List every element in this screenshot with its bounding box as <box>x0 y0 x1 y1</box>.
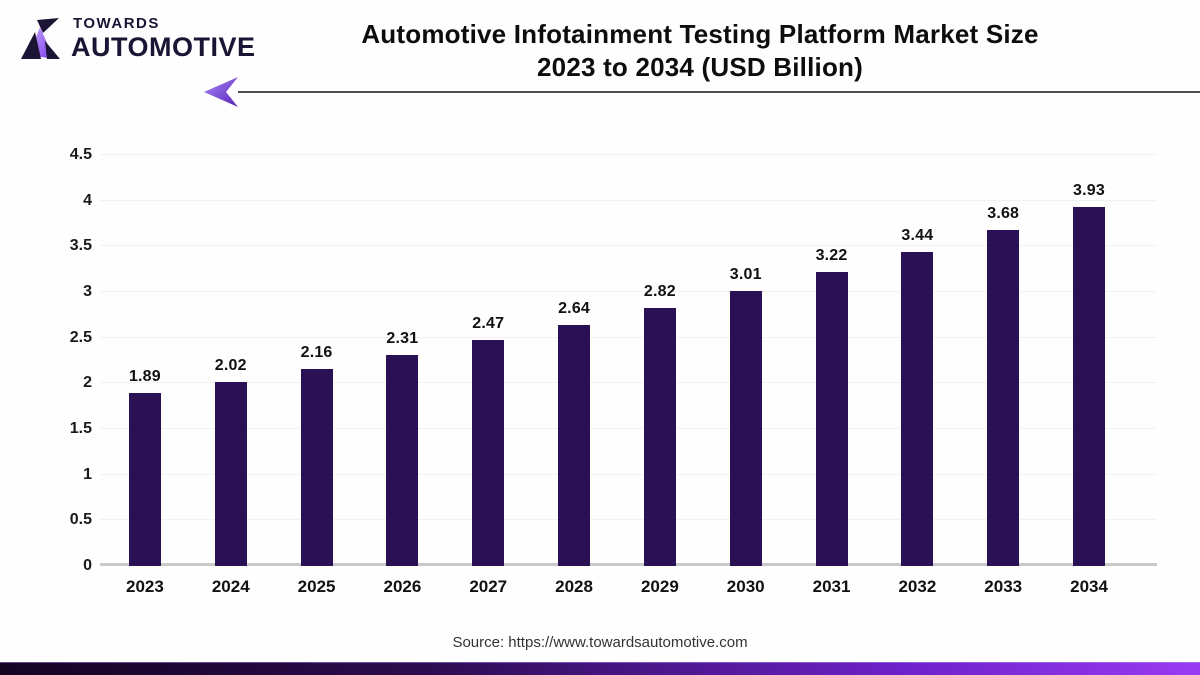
x-tick-label: 2030 <box>726 577 765 596</box>
chart-title-line-1: Automotive Infotainment Testing Platform… <box>361 19 1039 49</box>
x-axis: 2023 2024 2025 2026 2027 2028 2029 2030 2031 2032… <box>102 577 1132 597</box>
bar-value-label: 2.64 <box>558 299 591 317</box>
logo-automotive-text: AUTOMOTIVE <box>71 32 256 62</box>
footer-gradient-bar <box>0 662 1200 675</box>
y-tick-label: 3 <box>83 283 92 300</box>
gridline <box>100 199 1157 201</box>
bar-value-label: 3.22 <box>815 246 848 264</box>
bar-group-2030: 3.01 <box>703 155 789 566</box>
y-tick-label: 3.5 <box>69 237 92 255</box>
bar <box>901 251 934 566</box>
y-axis: 0 0.5 1 1.5 2 2.5 3 3.5 4 4.5 <box>38 146 92 574</box>
bar-value-label: 2.31 <box>386 330 419 348</box>
bar-value-label: 2.16 <box>300 343 333 361</box>
bar-group-2024: 2.02 <box>188 155 274 566</box>
y-tick-label: 4.5 <box>69 146 92 163</box>
bar <box>643 308 676 566</box>
bar <box>1073 207 1106 566</box>
towards-automotive-logo: TOWARDS AUTOMOTIVE <box>20 16 256 61</box>
logo-a-mark-icon <box>21 18 60 59</box>
chart-title: Automotive Infotainment Testing Platform… <box>210 18 1190 84</box>
y-tick-label: 1.5 <box>69 420 92 437</box>
bar-group-2034: 3.93 <box>1046 155 1132 566</box>
bar-value-label: 3.01 <box>729 266 762 284</box>
bar <box>558 324 591 566</box>
bar <box>128 393 161 566</box>
bar-value-label: 3.68 <box>987 204 1020 222</box>
x-axis-baseline <box>100 563 1157 566</box>
bar-group-2031: 3.22 <box>789 155 875 566</box>
y-tick-label: 2 <box>83 374 92 392</box>
logo-towards-text: TOWARDS <box>73 15 160 32</box>
y-tick-label: 0 <box>83 557 92 574</box>
bar-series: 1.89 2.02 2.16 2.31 2.47 2.64 2.82 3.01 3.22 3.44… <box>102 155 1132 566</box>
gridline <box>100 336 1157 338</box>
bar-value-label: 2.82 <box>643 283 676 301</box>
bar-value-label: 3.93 <box>1073 182 1105 200</box>
bar-group-2028: 2.64 <box>531 155 617 566</box>
gridline <box>100 519 1157 521</box>
y-tick-label: 1 <box>83 465 92 483</box>
x-tick-label: 2023 <box>126 577 164 596</box>
bar-value-label: 2.02 <box>214 356 247 374</box>
bar <box>386 355 419 566</box>
x-tick-label: 2034 <box>1070 577 1108 596</box>
gridline <box>100 428 1157 429</box>
bar <box>729 291 762 566</box>
bar-group-2029: 2.82 <box>617 155 703 566</box>
bar-value-label: 3.44 <box>901 226 934 244</box>
gridline <box>100 473 1157 475</box>
bar-group-2027: 2.47 <box>445 155 531 566</box>
bar-group-2032: 3.44 <box>874 155 960 566</box>
bar <box>214 381 247 566</box>
x-tick-label: 2032 <box>898 577 937 596</box>
x-tick-label: 2024 <box>211 577 250 596</box>
x-tick-label: 2026 <box>383 577 422 596</box>
y-tick-label: 4 <box>83 191 92 209</box>
gridline <box>100 154 1157 155</box>
bar <box>300 368 333 566</box>
bar-group-2033: 3.68 <box>960 155 1046 566</box>
chart-title-line-2: 2023 to 2034 (USD Billion) <box>537 52 863 82</box>
x-tick-label: 2027 <box>469 577 508 596</box>
bar <box>987 229 1020 566</box>
x-tick-label: 2028 <box>555 577 593 596</box>
x-tick-label: 2025 <box>297 577 336 596</box>
bar-value-label: 1.89 <box>128 368 161 386</box>
arrow-line <box>238 91 1200 93</box>
left-arrow-icon <box>204 77 238 107</box>
plot-area <box>100 154 1157 566</box>
bar-group-2023: 1.89 <box>102 155 188 566</box>
gridline <box>100 382 1157 384</box>
gridline <box>100 245 1157 247</box>
bar-value-label: 2.47 <box>472 315 505 333</box>
gridline <box>100 291 1157 292</box>
bar-group-2026: 2.31 <box>359 155 445 566</box>
x-tick-label: 2029 <box>640 577 679 596</box>
y-tick-label: 2.5 <box>69 328 92 346</box>
source-text: Source: https://www.towardsautomotive.co… <box>452 634 748 651</box>
bar-group-2025: 2.16 <box>274 155 360 566</box>
bar <box>472 340 505 566</box>
x-tick-label: 2031 <box>812 577 851 596</box>
bar <box>815 271 848 566</box>
y-tick-label: 0.5 <box>69 511 92 529</box>
x-tick-label: 2033 <box>984 577 1023 596</box>
